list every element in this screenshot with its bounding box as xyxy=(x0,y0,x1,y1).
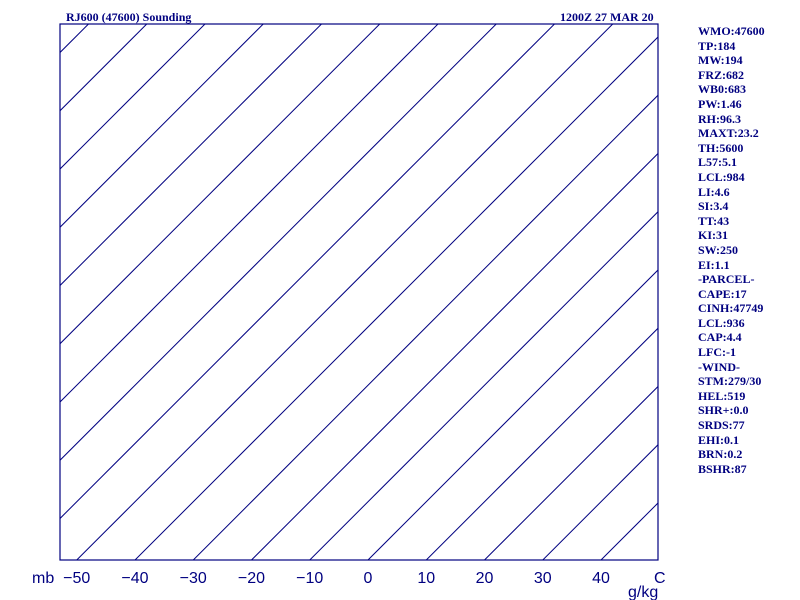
index-item: TP:184 xyxy=(698,38,736,53)
temperature-tick-label: 10 xyxy=(417,570,435,587)
index-item: CINH:47749 xyxy=(698,301,764,316)
index-item: MAXT:23.2 xyxy=(698,126,759,141)
sounding-time: 1200Z 27 MAR 20 xyxy=(560,10,654,24)
isotherm-line xyxy=(60,24,555,520)
index-item: KI:31 xyxy=(698,228,728,243)
isotherm-line xyxy=(134,36,658,560)
index-item: PW:1.46 xyxy=(698,96,742,111)
index-item: CAPE:17 xyxy=(698,286,747,301)
index-item: STM:279/30 xyxy=(698,374,762,389)
temperature-tick-label: −20 xyxy=(238,570,265,587)
index-item: TT:43 xyxy=(698,213,730,228)
grid-layer xyxy=(0,24,658,560)
index-item: LCL:984 xyxy=(698,169,745,184)
temperature-unit-label: C xyxy=(654,570,666,587)
index-item: BRN:0.2 xyxy=(698,447,743,462)
index-item: LCL:936 xyxy=(698,315,745,330)
index-item: CAP:4.4 xyxy=(698,330,742,345)
index-item: EI:1.1 xyxy=(698,257,730,272)
index-item: -PARCEL- xyxy=(698,272,755,287)
index-item: SRDS:77 xyxy=(698,418,745,433)
isotherm-line xyxy=(484,385,658,560)
index-item: TH:5600 xyxy=(698,140,744,155)
index-item: SHR+:0.0 xyxy=(698,403,749,418)
isotherm-line xyxy=(60,24,264,228)
index-item: SI:3.4 xyxy=(698,199,729,214)
temperature-tick-label: −10 xyxy=(296,570,323,587)
temperature-tick-label: −50 xyxy=(63,570,90,587)
temperature-tick-label: −40 xyxy=(121,570,148,587)
isotherm-line xyxy=(251,152,658,560)
station-title: RJ600 (47600) Sounding xyxy=(66,10,191,24)
isotherm-line xyxy=(542,444,658,560)
temperature-tick-label: 30 xyxy=(534,570,552,587)
stability-indices-panel: WMO:47600 TP:184 MW:194 FRZ:682 WB0:683 PW:1.… xyxy=(698,24,798,476)
temperature-tick-label: −30 xyxy=(180,570,207,587)
index-item: -WIND- xyxy=(698,359,740,374)
isotherm-line xyxy=(367,269,658,560)
isotherm-line xyxy=(60,24,322,287)
temperature-tick-label: 40 xyxy=(592,570,610,587)
isotherm-line xyxy=(192,94,658,560)
index-item: FRZ:682 xyxy=(698,67,744,82)
index-item: LI:4.6 xyxy=(698,184,730,199)
isotherm-line xyxy=(60,24,497,461)
index-item: MW:194 xyxy=(698,53,743,68)
index-item: BSHR:87 xyxy=(698,461,747,476)
isotherm-line xyxy=(425,327,658,560)
index-item: SW:250 xyxy=(698,242,739,257)
temperature-tick-label: 20 xyxy=(476,570,494,587)
isotherm-line xyxy=(60,24,381,345)
index-item: WB0:683 xyxy=(698,82,746,97)
isotherm-line xyxy=(76,24,614,560)
isotherm-line xyxy=(0,24,30,560)
isotherm-line xyxy=(60,24,206,170)
index-item: HEL:519 xyxy=(698,388,746,403)
isotherm-line xyxy=(60,24,89,54)
isotherm-line xyxy=(60,24,439,403)
index-item: LFC:-1 xyxy=(698,345,736,360)
isotherm-line xyxy=(309,211,658,560)
plot-frame xyxy=(59,23,659,561)
axis-labels-layer: 100200300400500600700800900100016350 m13… xyxy=(32,570,666,600)
pressure-unit-label: mb xyxy=(32,570,54,587)
index-item: RH:96.3 xyxy=(698,111,741,126)
temperature-tick-label: 0 xyxy=(364,570,373,587)
index-item: L57:5.1 xyxy=(698,155,737,170)
index-item: WMO:47600 xyxy=(698,24,765,38)
mixing-ratio-unit-label: g/kg xyxy=(628,584,658,600)
index-item: EHI:0.1 xyxy=(698,432,740,447)
